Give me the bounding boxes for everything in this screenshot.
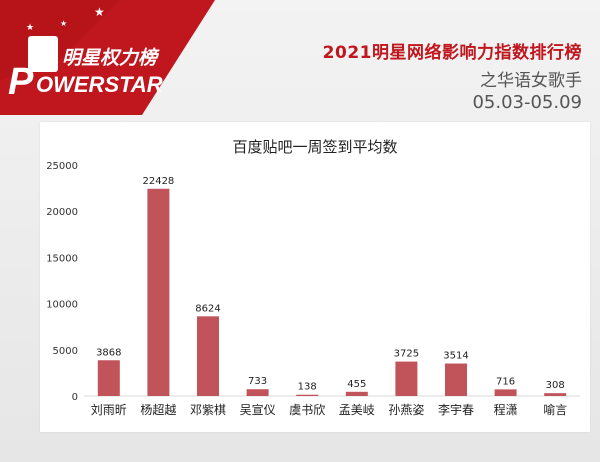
y-tick-label: 25000 <box>46 161 78 172</box>
chart-panel: 百度贴吧一周签到平均数 0 5000 10000 15000 20000 25000 386… <box>40 122 590 432</box>
logo-banner-background <box>0 0 215 115</box>
header: 2021明星网络影响力指数排行榜 之华语女歌手 05.03-05.09 <box>323 38 582 113</box>
data-label: 8624 <box>195 303 220 314</box>
logo-english-text: OWERSTAR <box>36 72 163 97</box>
x-tick-label: 杨超越 <box>140 402 176 417</box>
data-label: 3514 <box>443 351 468 362</box>
data-label: 455 <box>347 379 366 390</box>
data-label: 22428 <box>142 176 174 187</box>
chart-title: 百度贴吧一周签到平均数 <box>232 138 398 156</box>
x-tick-label: 刘雨昕 <box>91 403 127 417</box>
bar <box>97 360 120 396</box>
x-tick-label: 孟美岐 <box>339 403 375 417</box>
powerstar-logo-banner: ★ ★ ★ ★ P 明星权力榜 OWERSTAR <box>0 0 215 115</box>
x-tick-label: 邓紫棋 <box>190 403 226 417</box>
data-label: 716 <box>496 376 515 387</box>
y-tick-label: 0 <box>72 392 78 403</box>
logo-letter: P <box>8 61 34 103</box>
data-label: 3725 <box>394 349 419 360</box>
data-label: 733 <box>248 376 267 387</box>
x-tick-label: 李宇春 <box>438 402 474 417</box>
star-icon: ★ <box>94 5 105 19</box>
bar <box>544 393 567 396</box>
y-tick-label: 10000 <box>46 300 78 311</box>
x-tick-label: 喻言 <box>543 402 567 417</box>
bar-chart: 0 5000 10000 15000 20000 25000 3868 刘雨昕 22428 杨超越… <box>46 161 580 417</box>
page-title: 2021明星网络影响力指数排行榜 <box>322 43 582 63</box>
bar <box>395 361 418 396</box>
data-label: 138 <box>298 382 317 393</box>
bar <box>246 389 269 396</box>
star-icon: ★ <box>60 19 67 28</box>
y-tick-label: 20000 <box>46 207 78 218</box>
bar <box>494 389 517 396</box>
bar <box>296 394 319 396</box>
y-tick-label: 15000 <box>46 253 78 264</box>
star-icon: ★ <box>26 23 34 33</box>
x-tick-label: 虞书欣 <box>289 403 325 417</box>
bar <box>445 363 467 396</box>
star-icon: ★ <box>148 49 155 58</box>
page-subtitle: 之华语女歌手 <box>480 71 582 91</box>
date-range: 05.03-05.09 <box>472 92 582 113</box>
x-tick-label: 吴宣仪 <box>240 402 276 417</box>
bar <box>345 391 368 396</box>
fist-icon <box>28 36 58 72</box>
bar <box>147 188 170 396</box>
x-tick-label: 程潇 <box>494 402 518 417</box>
logo-chinese-text: 明星权力榜 <box>62 47 160 69</box>
bar <box>197 316 219 396</box>
data-label: 308 <box>546 380 565 391</box>
y-tick-label: 5000 <box>53 346 78 357</box>
x-tick-label: 孙燕姿 <box>388 403 424 417</box>
data-label: 3868 <box>96 347 121 358</box>
